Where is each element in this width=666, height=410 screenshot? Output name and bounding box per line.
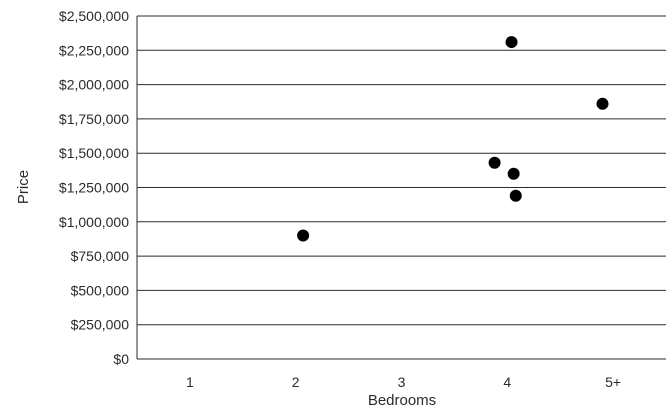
y-tick-label: $500,000 — [71, 282, 130, 298]
data-point-2 — [505, 36, 518, 49]
data-point-0 — [297, 229, 310, 242]
y-tick-labels: $0 $250,000 $500,000 $750,000 $1,000,000 $1,2… — [59, 8, 129, 367]
grid-lines — [137, 15, 666, 360]
y-axis-label: Price — [15, 170, 32, 204]
x-tick-label: 1 — [186, 374, 194, 390]
x-tick-labels: 1 2 3 4 5+ — [186, 374, 621, 390]
y-tick-label: $1,000,000 — [59, 214, 129, 230]
x-tick-label: 2 — [292, 374, 300, 390]
y-tick-label: $2,500,000 — [59, 8, 129, 24]
y-tick-label: $1,750,000 — [59, 111, 129, 127]
y-tick-label: $2,250,000 — [59, 42, 129, 58]
data-point-5 — [596, 97, 609, 110]
y-tick-label: $750,000 — [71, 248, 130, 264]
y-tick-label: $1,500,000 — [59, 145, 129, 161]
y-tick-label: $250,000 — [71, 317, 130, 333]
x-tick-label: 3 — [398, 374, 406, 390]
y-tick-label: $1,250,000 — [59, 180, 129, 196]
y-tick-label: $0 — [113, 351, 129, 367]
x-tick-label: 4 — [503, 374, 511, 390]
x-axis-label: Bedrooms — [368, 392, 436, 409]
x-tick-label: 5+ — [605, 374, 621, 390]
data-point-1 — [488, 156, 501, 169]
data-point-3 — [507, 167, 520, 180]
data-point-4 — [509, 189, 522, 202]
data-points — [297, 36, 609, 242]
y-tick-label: $2,000,000 — [59, 77, 129, 93]
